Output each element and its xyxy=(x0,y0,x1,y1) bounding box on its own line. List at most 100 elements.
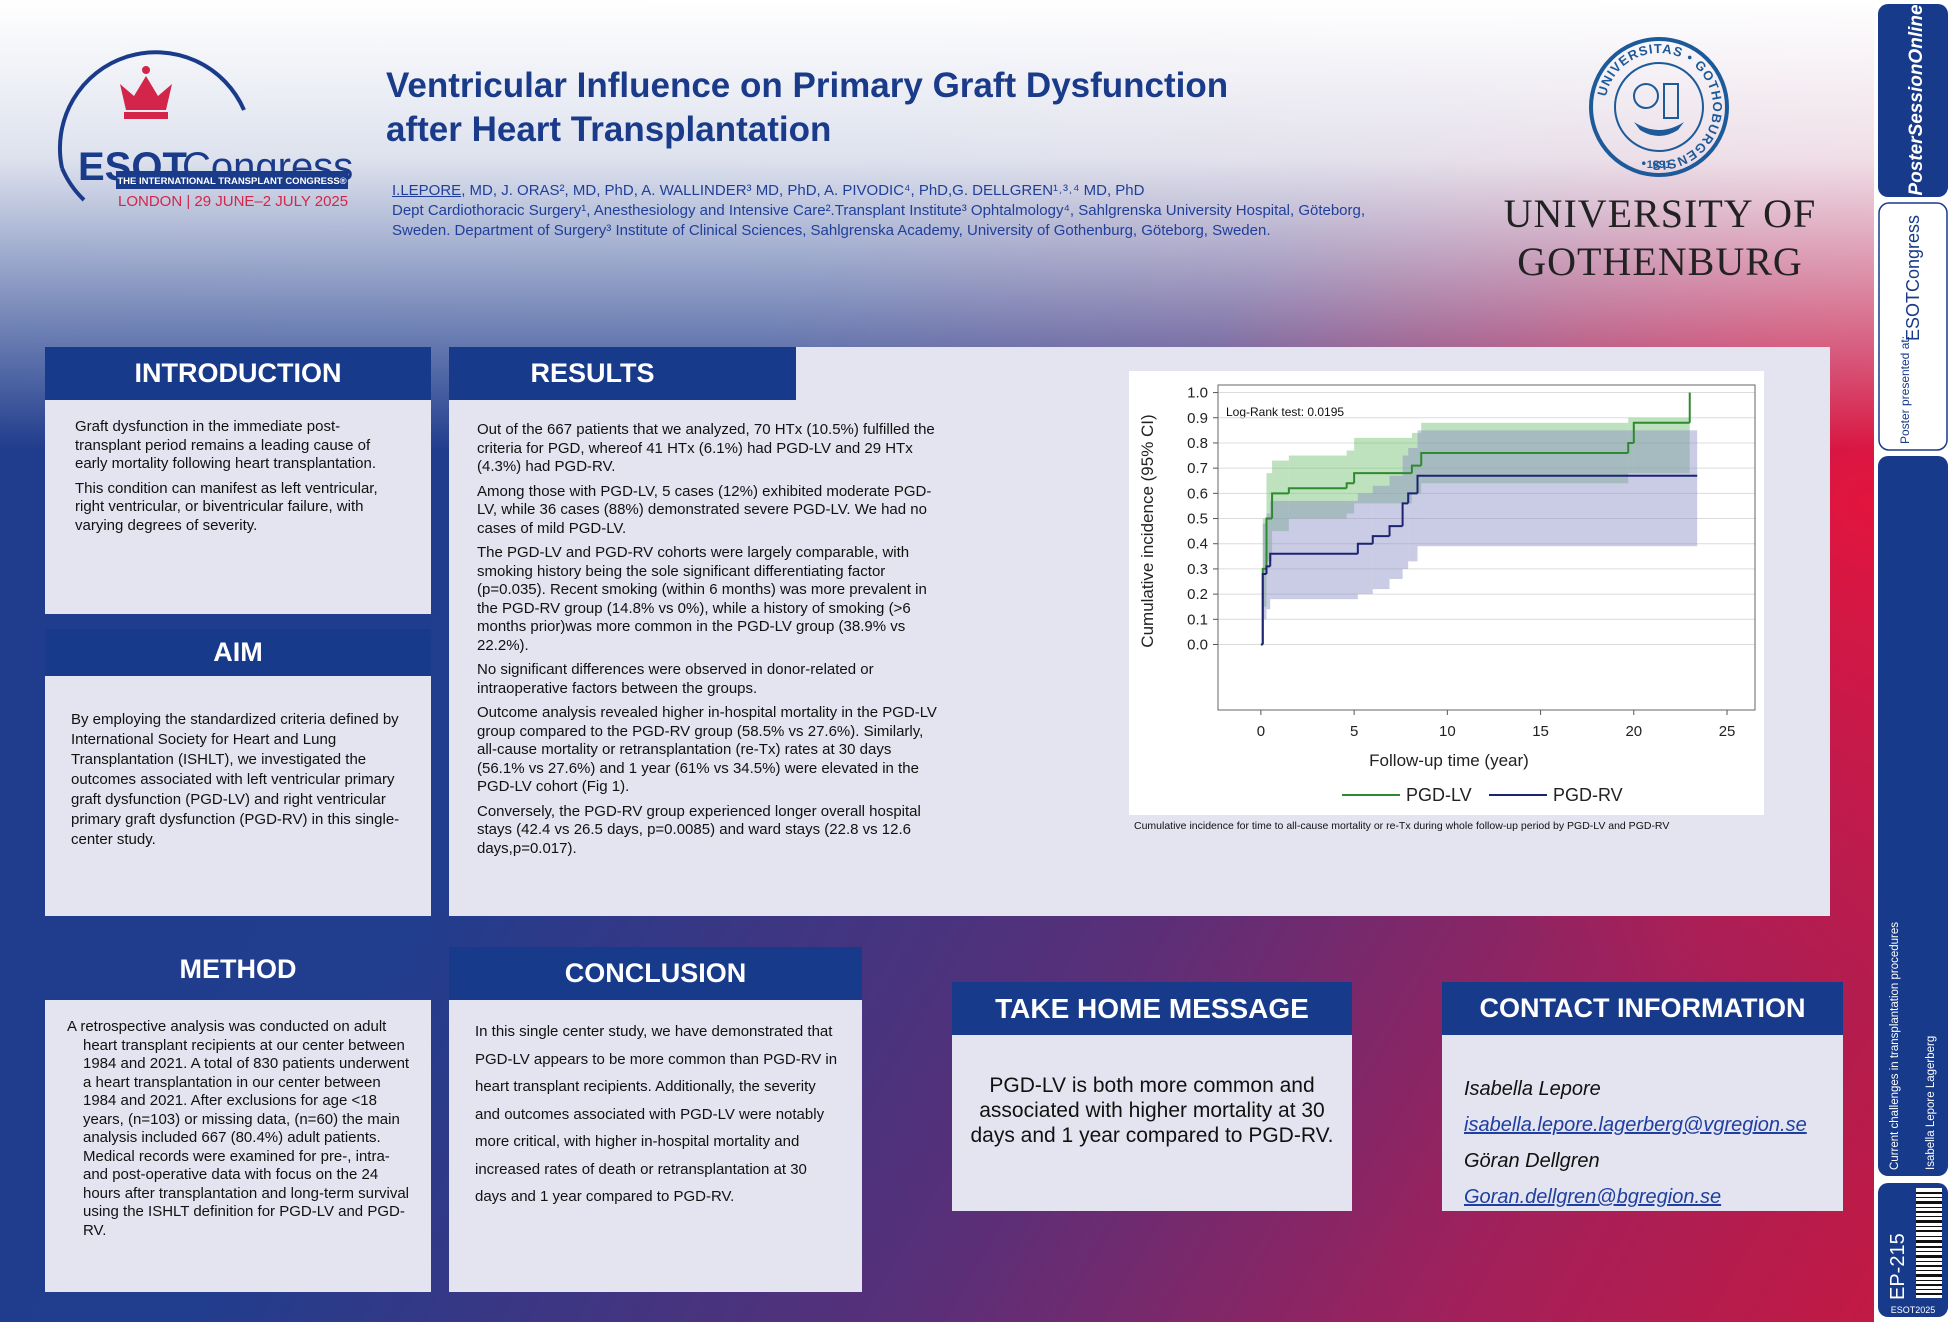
y-tick-label: 0.9 xyxy=(1187,410,1208,427)
x-tick-label: 5 xyxy=(1350,723,1358,740)
step-line xyxy=(1371,535,1390,544)
sidebar: PosterSessionOnline Poster presented at:… xyxy=(1874,0,1952,1322)
university-line: GOTHENBURG xyxy=(1517,239,1803,284)
university-line: UNIVERSITY OF xyxy=(1503,191,1817,236)
step-line xyxy=(1271,492,1289,519)
sidebar-event: ESOT2025 xyxy=(1891,1305,1936,1315)
step-line xyxy=(1401,502,1409,527)
section-header: AIM xyxy=(45,629,431,676)
ci-band xyxy=(1389,475,1403,579)
step-line xyxy=(1265,565,1271,574)
ci-band xyxy=(1346,450,1355,514)
legend-label: PGD-LV xyxy=(1406,785,1472,805)
y-tick-label: 0.8 xyxy=(1187,435,1208,452)
brand-box xyxy=(1878,4,1948,197)
method-panel: A retrospective analysis was conducted o… xyxy=(45,1000,431,1292)
ci-band xyxy=(1266,473,1273,562)
logo-tag-bg xyxy=(116,171,348,189)
section-header: TAKE HOME MESSAGE xyxy=(952,982,1352,1035)
poster-title: Ventricular Influence on Primary Graft D… xyxy=(386,64,1228,152)
results-text: Out of the 667 patients that we analyzed… xyxy=(477,421,943,858)
paragraph: In this single center study, we have dem… xyxy=(475,1023,838,1205)
paragraph: Conversely, the PGD-RV group experienced… xyxy=(477,802,921,857)
ci-band xyxy=(1633,417,1690,474)
contact-name: Göran Dellgren xyxy=(1464,1150,1600,1172)
ci-band xyxy=(1411,432,1422,494)
ci-band xyxy=(1262,523,1267,620)
step-line xyxy=(1632,421,1690,443)
take-home-text: PGD-LV is both more common and associate… xyxy=(970,1074,1334,1147)
ci-band xyxy=(1402,455,1409,569)
ci-band xyxy=(1262,518,1267,607)
chart-annotation: Log-Rank test: 0.0195 xyxy=(1226,405,1344,419)
presented-label: Poster presented at: xyxy=(1898,336,1912,444)
paragraph: Out of the 667 patients that we analyzed… xyxy=(477,421,935,475)
step-line xyxy=(1356,542,1373,554)
y-tick-label: 0.0 xyxy=(1187,636,1208,653)
contact-email[interactable]: isabella.lepore.lagerberg@vgregion.se xyxy=(1464,1114,1807,1136)
take-home-panel: PGD-LV is both more common and associate… xyxy=(952,1035,1352,1211)
seal-text: UNIVERSITAS • GOTHOBURGENSIS • xyxy=(1594,41,1725,173)
figure-caption: Cumulative incidence for time to all-cau… xyxy=(1134,820,1670,832)
paragraph: Graft dysfunction in the immediate post-… xyxy=(75,418,376,472)
contact-email[interactable]: Goran.dellgren@bgregion.se xyxy=(1464,1186,1722,1208)
ci-band xyxy=(1354,437,1412,504)
aim-panel: By employing the standardized criteria d… xyxy=(45,676,431,916)
section-header: INTRODUCTION xyxy=(45,347,431,400)
logo-tagline: THE INTERNATIONAL TRANSPLANT CONGRESS® xyxy=(117,176,346,187)
section-header: RESULTS xyxy=(449,347,796,400)
y-tick-label: 0.6 xyxy=(1187,485,1208,502)
step-line xyxy=(1388,525,1403,537)
chart: Log-Rank test: 0.0195 Follow-up time (ye… xyxy=(1129,371,1764,815)
ci-band xyxy=(1266,513,1271,610)
y-tick-label: 0.2 xyxy=(1187,586,1208,603)
esot-logo: ESOT Congress THE INTERNATIONAL TRANSPLA… xyxy=(58,50,353,210)
step-line xyxy=(1345,482,1355,489)
paragraph: No significant differences were observed… xyxy=(477,661,874,697)
plot-frame xyxy=(1217,384,1756,711)
seal-year: 1891 xyxy=(1647,159,1671,171)
paragraph: The PGD-LV and PGD-RV cohorts were large… xyxy=(477,544,927,654)
topic-box xyxy=(1878,456,1948,1176)
ci-band xyxy=(1270,500,1358,600)
logo-location: LONDON | 29 JUNE–2 JULY 2025 xyxy=(118,193,348,210)
affiliation: Sweden. Department of Surgery³ Institute… xyxy=(392,222,1271,239)
logo-arc xyxy=(60,167,86,202)
brand: PosterSessionOnline xyxy=(1906,4,1927,196)
x-tick-label: 15 xyxy=(1532,723,1549,740)
step-line xyxy=(1287,487,1347,494)
y-tick-label: 0.1 xyxy=(1187,611,1208,628)
x-tick-label: 20 xyxy=(1625,723,1642,740)
sidebar-code: EP-215 xyxy=(1887,1233,1909,1300)
contact-panel: Isabella Lepore isabella.lepore.lagerber… xyxy=(1442,1035,1843,1211)
ci-band xyxy=(1408,447,1418,562)
step-line xyxy=(1353,472,1412,484)
affiliation: Dept Cardiothoracic Surgery¹, Anesthesio… xyxy=(392,202,1366,219)
step-line xyxy=(1420,452,1629,466)
y-tick-label: 0.3 xyxy=(1187,561,1208,578)
step-line xyxy=(1416,474,1698,494)
section-header: CONCLUSION xyxy=(449,947,862,1000)
step-line xyxy=(1407,492,1418,504)
ci-band xyxy=(1628,417,1634,474)
ci-band xyxy=(1372,485,1390,590)
step-line xyxy=(1410,464,1422,474)
title-line: after Heart Transplantation xyxy=(386,110,832,149)
x-axis-label: Follow-up time (year) xyxy=(1369,751,1529,770)
y-tick-label: 0.5 xyxy=(1187,511,1208,528)
sidebar-topic: Current challenges in transplantation pr… xyxy=(1889,922,1901,1170)
paragraph: A retrospective analysis was conducted o… xyxy=(67,1018,410,1239)
intro-panel: Graft dysfunction in the immediate post-… xyxy=(45,400,431,614)
contact-name: Isabella Lepore xyxy=(1464,1078,1601,1100)
y-tick-label: 0.4 xyxy=(1187,536,1208,553)
logo-arc xyxy=(58,50,246,169)
presented-box xyxy=(1878,202,1948,451)
crown xyxy=(120,66,172,119)
paragraph: By employing the standardized criteria d… xyxy=(71,711,400,848)
step-line xyxy=(1627,441,1634,454)
authors-block: I.LEPORE, MD, J. ORAS², MD, PhD, A. WALL… xyxy=(392,181,1365,241)
seal-text-path: UNIVERSITAS • GOTHOBURGENSIS • xyxy=(1594,41,1724,173)
authors-rest: , MD, J. ORAS², MD, PhD, A. WALLINDER³ M… xyxy=(461,182,1145,199)
conclusion-panel: In this single center study, we have dem… xyxy=(449,1000,862,1292)
